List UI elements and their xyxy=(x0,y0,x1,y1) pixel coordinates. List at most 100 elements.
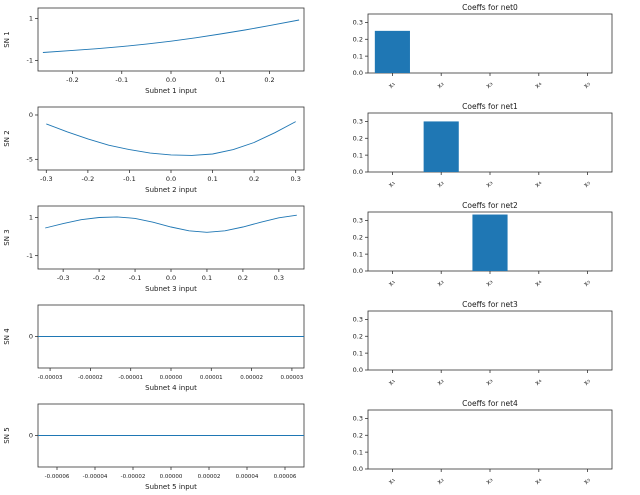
x-tick-label: x₁ xyxy=(387,178,397,188)
y-tick-label: 0 xyxy=(29,333,33,341)
x-tick-label: -0.00006 xyxy=(45,474,70,480)
x-tick-label: 0.00000 xyxy=(160,474,183,480)
y-tick-label: 0.3 xyxy=(353,19,363,27)
net1-svg: 0.0 0.1 0.2 0.3 x₁ x₂ x₃ x₄ x₅ Coeffs for net1 xyxy=(353,102,613,189)
x-axis-label: Subnet 4 input xyxy=(145,384,197,392)
y-tick-label: 0.1 xyxy=(353,250,363,258)
y-tick-label: 0 xyxy=(29,432,33,440)
x-axis-label: Subnet 2 input xyxy=(145,186,197,194)
x-tick-label: 0.00000 xyxy=(160,375,183,381)
x-tick-label: 0.1 xyxy=(215,76,225,84)
x-tick-label: 0.00004 xyxy=(236,474,259,480)
x-tick-label: -0.1 xyxy=(123,175,136,183)
y-tick-label: 0.0 xyxy=(353,465,363,473)
y-tick-label: -1 xyxy=(27,57,33,65)
y-tick-label: 0.2 xyxy=(353,134,363,142)
x-tick-label: 0.3 xyxy=(291,175,301,183)
chart-title: Coeffs for net3 xyxy=(462,300,518,309)
x-tick-label: -0.2 xyxy=(66,76,79,84)
x-tick-label: 0.0 xyxy=(166,175,176,183)
y-tick-label: 0.0 xyxy=(353,366,363,374)
subnet-1-plot: 1 -1 -0.2 -0.1 0.0 0.1 0.2 Subnet 1 input SN 1 xyxy=(0,0,320,99)
y-axis-label: SN 1 xyxy=(3,31,11,47)
x-tick-label: -0.00004 xyxy=(83,474,108,480)
x-tick-label: x₃ xyxy=(484,376,494,386)
x-tick-label: 0.3 xyxy=(274,274,284,282)
subnet-3-plot: 1 -1 -0.3 -0.2 -0.1 0.0 0.1 0.2 0.3 Subnet 3 inpu… xyxy=(0,198,320,297)
y-tick-label: 0.2 xyxy=(353,35,363,43)
plot-box xyxy=(367,310,613,371)
x-tick-label: x₁ xyxy=(387,277,397,287)
x-tick-label: x₂ xyxy=(435,376,445,386)
x-tick-label: x₃ xyxy=(484,475,494,485)
x-axis-label: Subnet 5 input xyxy=(145,483,197,491)
x-tick-label: 0.0 xyxy=(166,274,176,282)
x-tick-label: x₅ xyxy=(582,79,592,89)
y-tick-label: -1 xyxy=(27,252,33,260)
x-tick-label: -0.00002 xyxy=(78,375,103,381)
x-tick-label: 0.00002 xyxy=(240,375,263,381)
subnet-5-plot: 0 -0.00006 -0.00004 -0.00002 0.00000 0.00002 0… xyxy=(0,396,320,495)
y-tick-label: 1 xyxy=(29,214,33,222)
y-axis-label: SN 2 xyxy=(3,130,11,146)
sn1-svg: 1 -1 -0.2 -0.1 0.0 0.1 0.2 Subnet 1 input SN 1 xyxy=(3,7,305,95)
x-tick-label: x₄ xyxy=(533,178,543,188)
subnet-2-plot: 0 -5 -0.3 -0.2 -0.1 0.0 0.1 0.2 0.3 Subnet 2 inpu… xyxy=(0,99,320,198)
y-tick-label: 0.2 xyxy=(353,431,363,439)
x-tick-label: x₄ xyxy=(533,79,543,89)
x-tick-label: x₁ xyxy=(387,79,397,89)
coeffs-charts-column: 0.0 0.1 0.2 0.3 x₁ x₂ x₃ x₄ x₅ Coeffs for net0 0.… xyxy=(320,0,640,495)
y-tick-label: 0.1 xyxy=(353,448,363,456)
x-tick-label: -0.00003 xyxy=(38,375,63,381)
x-tick-label: x₁ xyxy=(387,376,397,386)
sn2-svg: 0 -5 -0.3 -0.2 -0.1 0.0 0.1 0.2 0.3 Subnet 2 inpu… xyxy=(3,106,305,194)
series-line xyxy=(45,214,297,233)
x-tick-label: x₅ xyxy=(582,376,592,386)
x-tick-label: 0.1 xyxy=(207,175,217,183)
x-tick-label: -0.1 xyxy=(129,274,142,282)
series-line xyxy=(46,121,296,156)
chart-title: Coeffs for net0 xyxy=(462,3,518,12)
y-tick-label: 0.1 xyxy=(353,151,363,159)
y-axis-label: SN 3 xyxy=(3,229,11,245)
subnet-plots-column: 1 -1 -0.2 -0.1 0.0 0.1 0.2 Subnet 1 input SN 1 0… xyxy=(0,0,320,495)
y-tick-label: 0.2 xyxy=(353,233,363,241)
x-tick-label: 0.00001 xyxy=(200,375,223,381)
y-tick-label: -5 xyxy=(27,156,33,164)
net3-svg: 0.0 0.1 0.2 0.3 x₁ x₂ x₃ x₄ x₅ Coeffs for net3 xyxy=(353,300,613,387)
net2-svg: 0.0 0.1 0.2 0.3 x₁ x₂ x₃ x₄ x₅ Coeffs for net2 xyxy=(353,201,613,288)
y-tick-label: 0.1 xyxy=(353,52,363,60)
x-tick-label: x₅ xyxy=(582,178,592,188)
y-tick-label: 0.3 xyxy=(353,316,363,324)
plot-box xyxy=(37,106,305,171)
x-tick-label: -0.00002 xyxy=(121,474,146,480)
x-tick-label: x₄ xyxy=(533,277,543,287)
x-tick-label: -0.3 xyxy=(40,175,53,183)
x-tick-label: x₃ xyxy=(484,277,494,287)
sn3-svg: 1 -1 -0.3 -0.2 -0.1 0.0 0.1 0.2 0.3 Subnet 3 inpu… xyxy=(3,205,305,293)
x-tick-label: 0.2 xyxy=(249,175,259,183)
x-axis-label: Subnet 1 input xyxy=(145,87,197,95)
x-tick-label: x₃ xyxy=(484,79,494,89)
y-tick-label: 0.0 xyxy=(353,69,363,77)
y-tick-label: 0.0 xyxy=(353,267,363,275)
x-tick-label: x₃ xyxy=(484,178,494,188)
x-tick-label: 0.1 xyxy=(202,274,212,282)
y-axis-label: SN 5 xyxy=(3,427,11,443)
plot-box xyxy=(367,409,613,470)
chart-title: Coeffs for net4 xyxy=(462,399,518,408)
coeffs-net3-chart: 0.0 0.1 0.2 0.3 x₁ x₂ x₃ x₄ x₅ Coeffs for net3 xyxy=(320,297,640,396)
coeffs-net4-chart: 0.0 0.1 0.2 0.3 x₁ x₂ x₃ x₄ x₅ Coeffs for net4 xyxy=(320,396,640,495)
x-tick-label: x₂ xyxy=(435,178,445,188)
net4-svg: 0.0 0.1 0.2 0.3 x₁ x₂ x₃ x₄ x₅ Coeffs for net4 xyxy=(353,399,613,486)
y-tick-label: 1 xyxy=(29,15,33,23)
x-tick-label: x₁ xyxy=(387,475,397,485)
x-tick-label: x₂ xyxy=(435,475,445,485)
y-tick-label: 0.2 xyxy=(353,332,363,340)
x-tick-label: x₂ xyxy=(435,277,445,287)
x-tick-label: -0.2 xyxy=(82,175,95,183)
x-tick-label: x₅ xyxy=(582,475,592,485)
x-tick-label: 0.00002 xyxy=(198,474,221,480)
x-tick-label: x₄ xyxy=(533,475,543,485)
